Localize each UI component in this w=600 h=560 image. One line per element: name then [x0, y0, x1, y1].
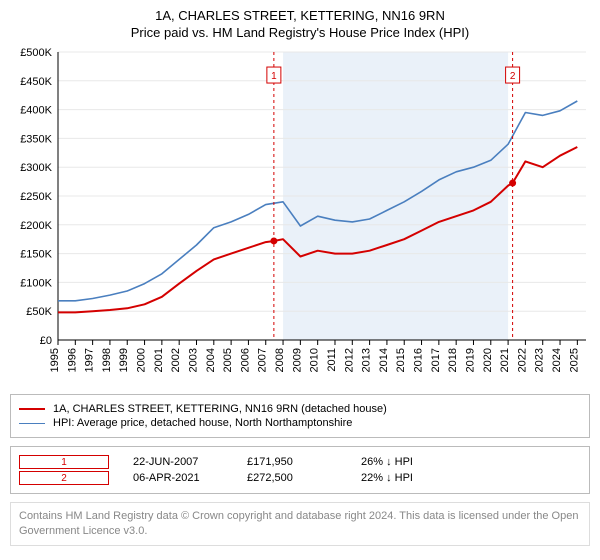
- svg-text:1999: 1999: [118, 348, 130, 372]
- svg-text:2016: 2016: [413, 348, 425, 372]
- event-date: 22-JUN-2007: [133, 456, 223, 468]
- svg-text:2007: 2007: [257, 348, 269, 372]
- svg-text:2003: 2003: [187, 348, 199, 372]
- svg-text:2006: 2006: [239, 348, 251, 372]
- svg-text:2001: 2001: [153, 348, 165, 372]
- event-delta: 26% ↓ HPI: [361, 456, 451, 468]
- svg-text:2008: 2008: [274, 348, 286, 372]
- svg-text:1998: 1998: [101, 348, 113, 372]
- price-chart: £0 £50K £100K £150K £200K £250K £300K £350K £400…: [10, 46, 590, 386]
- svg-text:£0: £0: [40, 335, 52, 347]
- svg-text:£350K: £350K: [20, 133, 52, 145]
- svg-text:2024: 2024: [551, 348, 563, 372]
- svg-text:2025: 2025: [568, 348, 580, 372]
- svg-text:£500K: £500K: [20, 47, 52, 59]
- event-row: 2 06-APR-2021 £272,500 22% ↓ HPI: [19, 471, 581, 485]
- svg-text:£150K: £150K: [20, 249, 52, 261]
- event-delta: 22% ↓ HPI: [361, 472, 451, 484]
- event-price: £272,500: [247, 472, 337, 484]
- svg-text:2017: 2017: [430, 348, 442, 372]
- svg-text:2015: 2015: [395, 348, 407, 372]
- svg-text:2020: 2020: [482, 348, 494, 372]
- svg-text:2002: 2002: [170, 348, 182, 372]
- svg-text:£100K: £100K: [20, 277, 52, 289]
- page-title: 1A, CHARLES STREET, KETTERING, NN16 9RN: [10, 8, 590, 23]
- events-table: 1 22-JUN-2007 £171,950 26% ↓ HPI 2 06-AP…: [10, 446, 590, 494]
- svg-text:2012: 2012: [343, 348, 355, 372]
- svg-text:2: 2: [510, 71, 516, 82]
- legend: 1A, CHARLES STREET, KETTERING, NN16 9RN …: [10, 394, 590, 438]
- svg-text:£400K: £400K: [20, 105, 52, 117]
- svg-text:2004: 2004: [205, 348, 217, 372]
- event-price: £171,950: [247, 456, 337, 468]
- svg-text:£50K: £50K: [26, 306, 52, 318]
- svg-text:1996: 1996: [66, 348, 78, 372]
- legend-swatch: [19, 423, 45, 424]
- event-marker-icon: 1: [19, 455, 109, 469]
- svg-text:1997: 1997: [84, 348, 96, 372]
- svg-text:£300K: £300K: [20, 162, 52, 174]
- legend-row: 1A, CHARLES STREET, KETTERING, NN16 9RN …: [19, 403, 581, 415]
- svg-text:2005: 2005: [222, 348, 234, 372]
- svg-text:2009: 2009: [291, 348, 303, 372]
- svg-text:1995: 1995: [49, 348, 61, 372]
- svg-text:2018: 2018: [447, 348, 459, 372]
- chart-svg: £0 £50K £100K £150K £200K £250K £300K £350K £400…: [10, 46, 590, 386]
- svg-text:£200K: £200K: [20, 220, 52, 232]
- event-marker-icon: 2: [19, 471, 109, 485]
- svg-text:2011: 2011: [326, 348, 338, 372]
- svg-text:2014: 2014: [378, 348, 390, 372]
- legend-row: HPI: Average price, detached house, Nort…: [19, 417, 581, 429]
- svg-text:2019: 2019: [464, 348, 476, 372]
- svg-text:£450K: £450K: [20, 76, 52, 88]
- event-row: 1 22-JUN-2007 £171,950 26% ↓ HPI: [19, 455, 581, 469]
- svg-text:2013: 2013: [361, 348, 373, 372]
- svg-text:2022: 2022: [516, 348, 528, 372]
- legend-label: HPI: Average price, detached house, Nort…: [53, 417, 352, 429]
- credit-notice: Contains HM Land Registry data © Crown c…: [10, 502, 590, 546]
- svg-text:2021: 2021: [499, 348, 511, 372]
- svg-text:£250K: £250K: [20, 191, 52, 203]
- legend-label: 1A, CHARLES STREET, KETTERING, NN16 9RN …: [53, 403, 387, 415]
- svg-text:2010: 2010: [309, 348, 321, 372]
- svg-text:1: 1: [271, 71, 277, 82]
- legend-swatch: [19, 408, 45, 410]
- event-date: 06-APR-2021: [133, 472, 223, 484]
- svg-text:2000: 2000: [136, 348, 148, 372]
- svg-text:2023: 2023: [534, 348, 546, 372]
- page-subtitle: Price paid vs. HM Land Registry's House …: [10, 25, 590, 40]
